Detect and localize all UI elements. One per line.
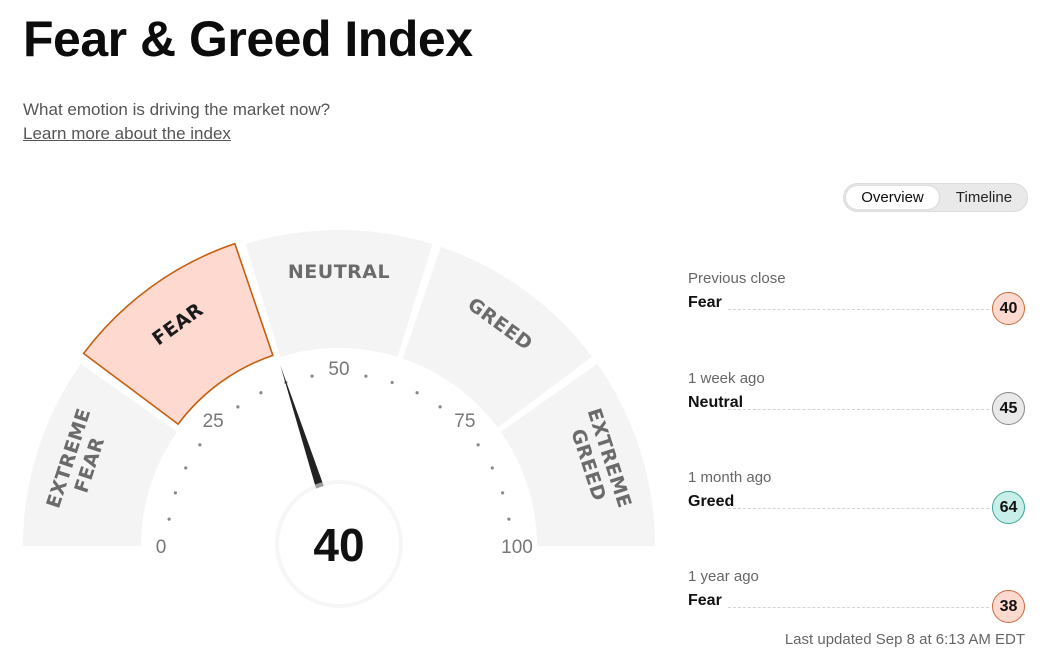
history-item-1-week-ago: 1 week ago Neutral 45: [688, 370, 1025, 430]
tick-dot: [500, 491, 505, 495]
tick-dot: [198, 443, 202, 447]
segment-neutral-label: NEUTRAL: [288, 261, 390, 283]
fear-greed-gauge: EXTREMEFEARFEARNEUTRALGREEDEXTREMEGREED …: [23, 230, 655, 608]
history-rating: Fear: [688, 294, 722, 311]
view-toggle: Overview Timeline: [843, 183, 1028, 212]
tick-dot: [507, 517, 511, 521]
tick-label-100: 100: [501, 537, 533, 558]
segment-neutral: [245, 230, 433, 357]
history-item-1-year-ago: 1 year ago Fear 38: [688, 568, 1025, 628]
tick-dot: [236, 405, 240, 409]
tick-label-75: 75: [454, 411, 475, 432]
tick-dot: [173, 491, 178, 495]
history-period: 1 month ago: [688, 469, 772, 486]
tick-dot: [390, 380, 394, 385]
page-subtitle: What emotion is driving the market now?: [23, 100, 331, 119]
tab-timeline[interactable]: Timeline: [955, 189, 1013, 206]
tick-dot: [438, 405, 442, 409]
history-item-1-month-ago: 1 month ago Greed 64: [688, 469, 1025, 529]
tick-dot: [259, 391, 263, 395]
tick-label-25: 25: [203, 411, 224, 432]
tick-label-0: 0: [156, 537, 167, 558]
tick-label-50: 50: [328, 359, 349, 380]
tick-dot: [184, 466, 188, 470]
history-item-previous-close: Previous close Fear 40: [688, 270, 1025, 330]
history-value-badge: 64: [992, 491, 1025, 524]
history-period: 1 week ago: [688, 370, 765, 387]
last-updated-text: Last updated Sep 8 at 6:13 AM EDT: [784, 631, 1025, 648]
history-value-badge: 38: [992, 590, 1025, 623]
dotted-divider: [728, 607, 989, 608]
gauge-value: 40: [313, 519, 364, 571]
dotted-divider: [728, 508, 989, 509]
tick-dot: [167, 517, 171, 521]
dotted-divider: [728, 409, 989, 410]
history-rating: Greed: [688, 493, 735, 510]
dotted-divider: [728, 309, 989, 310]
tick-dot: [310, 374, 314, 378]
history-value-badge: 45: [992, 392, 1025, 425]
tab-overview[interactable]: Overview: [846, 186, 939, 209]
history-rating: Fear: [688, 592, 722, 609]
tick-dot: [415, 391, 419, 395]
tick-dot: [490, 466, 494, 470]
page-title: Fear & Greed Index: [23, 11, 473, 67]
center-circle: [279, 484, 399, 604]
history-rating: Neutral: [688, 394, 744, 411]
history-period: 1 year ago: [688, 568, 759, 585]
tick-dot: [364, 374, 368, 378]
segment-fear: [82, 242, 274, 426]
segment-extreme-greed: [500, 363, 655, 546]
segment-greed: [402, 246, 593, 428]
tick-dot: [476, 443, 480, 447]
segment-extreme-fear: [23, 363, 178, 546]
history-period: Previous close: [688, 270, 786, 287]
learn-more-link[interactable]: Learn more about the index: [23, 124, 231, 143]
history-value-badge: 40: [992, 292, 1025, 325]
